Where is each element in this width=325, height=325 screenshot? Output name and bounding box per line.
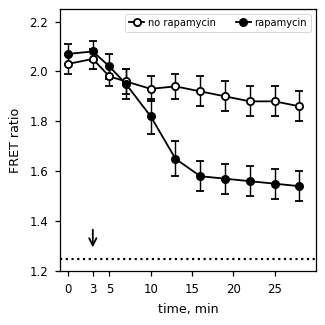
- Y-axis label: FRET ratio: FRET ratio: [9, 107, 22, 173]
- X-axis label: time, min: time, min: [158, 303, 218, 316]
- Legend: no rapamycin, rapamycin: no rapamycin, rapamycin: [125, 14, 311, 32]
